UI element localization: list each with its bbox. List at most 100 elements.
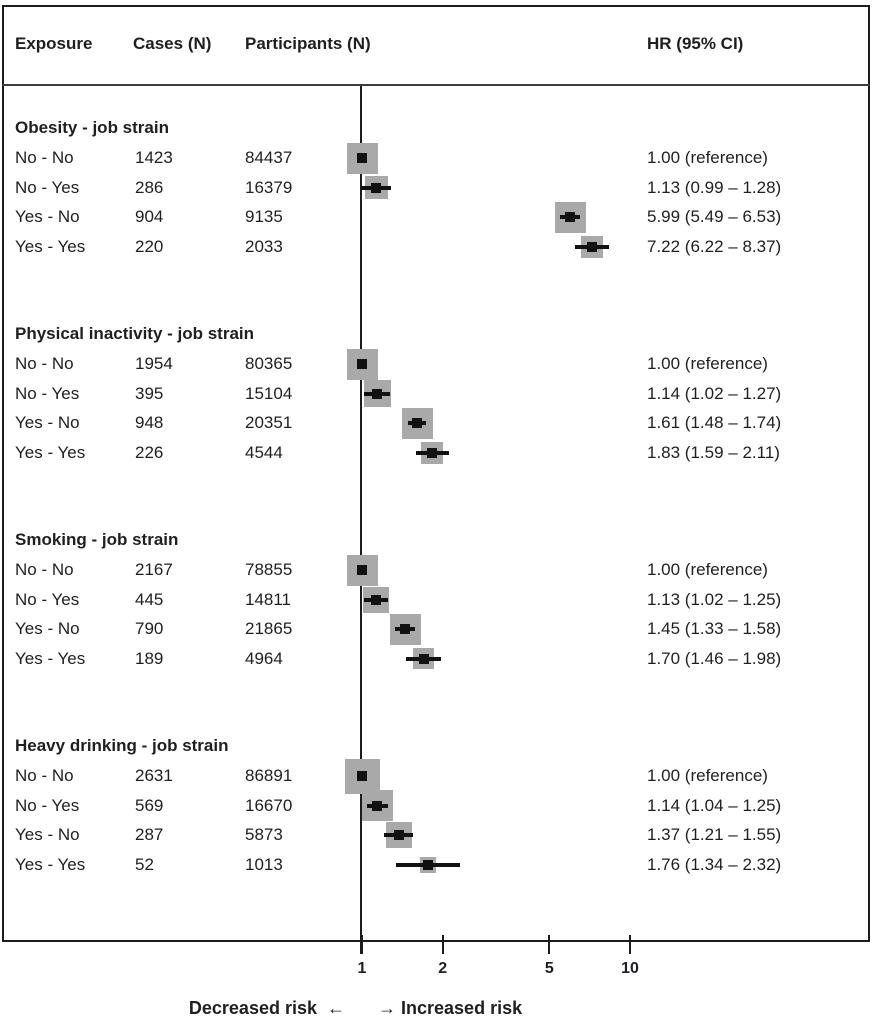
participants-value: 80365 [245,354,293,373]
row-label: No - Yes [15,177,80,197]
point-estimate-marker [412,418,423,428]
cases-value: 1423 [135,148,173,167]
cases-value: 52 [135,854,154,874]
column-header-hr: HR (95% CI) [647,34,744,53]
hr-ci-value: 1.00 (reference) [647,354,768,373]
hr-ci-value: 5.99 (5.49 – 6.53) [647,207,782,226]
participants-value: 15104 [245,383,293,403]
cases-value: 445 [135,589,164,609]
hr-ci-value: 1.83 (1.59 – 2.11) [647,442,780,462]
axis-tick [629,935,631,954]
cases-value: 1954 [135,354,173,373]
row-label: Yes - No [15,207,80,226]
participants-value: 5873 [245,825,283,844]
row-label: No - No [15,766,74,785]
reference-line [360,86,362,954]
row-label: No - Yes [15,383,80,403]
row-label: Yes - No [15,619,80,638]
row-label: Yes - Yes [15,648,86,668]
point-estimate-marker [587,241,598,252]
participants-value: 16670 [245,795,293,815]
row-label: No - No [15,560,74,579]
increased-risk-label: → Increased risk [378,996,522,1020]
cases-value: 220 [135,236,164,256]
row-label: No - Yes [15,589,80,609]
axis-tick-label: 1 [357,960,367,977]
plot-border-box [2,5,870,942]
participants-value: 9135 [245,207,283,226]
point-estimate-marker [565,212,576,222]
participants-value: 86891 [245,766,293,785]
hr-ci-value: 1.00 (reference) [647,148,768,167]
hr-ci-value: 1.61 (1.48 – 1.74) [647,413,782,432]
point-estimate-marker [357,565,367,575]
decreased-risk-text: Decreased risk [188,998,317,1018]
cases-value: 226 [135,442,164,462]
point-estimate-marker [357,771,367,781]
participants-value: 16379 [245,177,293,197]
point-estimate-marker [371,594,382,605]
point-estimate-marker [393,830,404,840]
hr-ci-value: 1.13 (1.02 – 1.25) [647,589,782,609]
column-header-cases: Cases (N) [133,34,212,53]
cases-value: 287 [135,825,164,844]
participants-value: 4964 [245,648,283,668]
row-label: Yes - No [15,825,80,844]
hr-ci-value: 1.14 (1.02 – 1.27) [647,383,782,403]
group-title: Smoking - job strain [15,530,179,549]
cases-value: 790 [135,619,164,638]
hr-ci-value: 1.70 (1.46 – 1.98) [647,648,782,668]
group-title: Heavy drinking - job strain [15,736,229,755]
point-estimate-marker [372,800,383,811]
row-label: No - Yes [15,795,80,815]
group-title: Physical inactivity - job strain [15,324,255,343]
participants-value: 14811 [245,589,292,609]
row-label: Yes - Yes [15,442,86,462]
axis-tick-label: 5 [544,960,554,977]
decreased-risk-label: Decreased risk ← [189,996,345,1020]
point-estimate-marker [372,388,383,399]
cases-value: 904 [135,207,164,226]
group-title: Obesity - job strain [15,118,169,137]
point-estimate-marker [371,182,382,193]
cases-value: 948 [135,413,164,432]
participants-value: 20351 [245,413,293,432]
participants-value: 78855 [245,560,293,579]
row-label: No - No [15,354,74,373]
axis-tick [441,935,444,954]
participants-value: 2033 [245,236,283,256]
left-arrow-icon: ← [327,998,345,1018]
hr-ci-value: 1.45 (1.33 – 1.58) [647,619,782,638]
hr-ci-value: 7.22 (6.22 – 8.37) [647,236,782,256]
axis-tick [361,935,363,954]
increased-risk-text: Increased risk [401,998,523,1018]
cases-value: 2167 [135,560,173,579]
hr-ci-value: 1.13 (0.99 – 1.28) [647,177,782,197]
row-label: No - No [15,148,74,167]
axis-tick-label: 2 [438,960,448,977]
right-arrow-icon: → [378,998,396,1018]
cases-value: 395 [135,383,164,403]
hr-ci-value: 1.14 (1.04 – 1.25) [647,795,782,815]
column-header-participants: Participants (N) [245,34,371,53]
hr-ci-value: 1.76 (1.34 – 2.32) [647,854,782,874]
column-header-exposure: Exposure [15,34,93,53]
cases-value: 2631 [135,766,173,785]
hr-ci-value: 1.37 (1.21 – 1.55) [647,825,782,844]
point-estimate-marker [400,624,411,634]
point-estimate-marker [427,447,438,458]
point-estimate-marker [357,359,367,369]
hr-ci-value: 1.00 (reference) [647,560,768,579]
cases-value: 189 [135,648,164,668]
row-label: Yes - No [15,413,80,432]
header-separator-line [2,84,870,86]
participants-value: 84437 [245,148,293,167]
participants-value: 4544 [245,442,283,462]
row-label: Yes - Yes [15,854,86,874]
point-estimate-marker [357,153,367,163]
participants-value: 1013 [245,854,283,874]
cases-value: 569 [135,795,164,815]
axis-tick-label: 10 [621,960,639,977]
participants-value: 21865 [245,619,293,638]
